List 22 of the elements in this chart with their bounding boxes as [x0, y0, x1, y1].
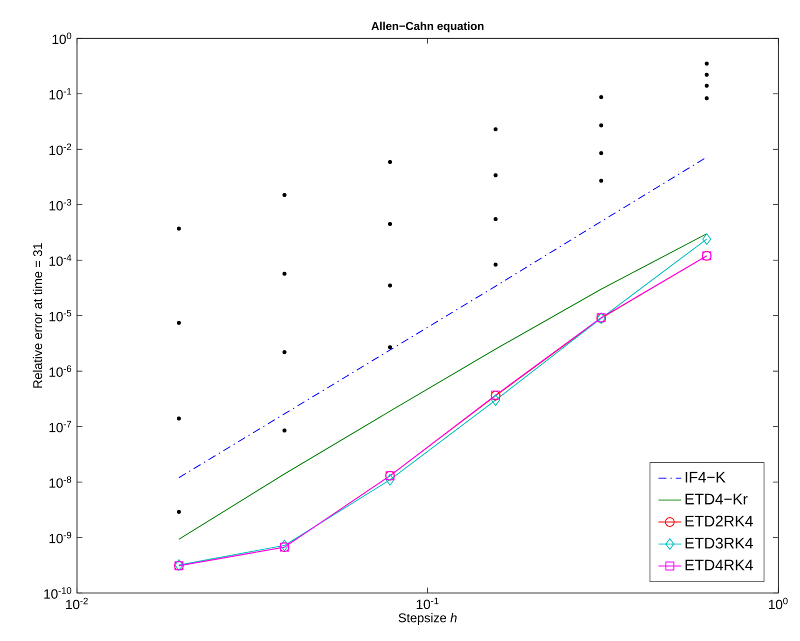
y-tick-label: 10$^{-8}$	[50, 476, 72, 488]
legend-label: ETD3RK4	[686, 538, 753, 549]
y-tick-label: 10$^{-5}$	[50, 310, 72, 322]
legend-label: ETD2RK4	[686, 516, 753, 526]
y-tick-label: 10$^{-6}$	[50, 365, 72, 377]
y-tick-label: 10$^{-1}$	[50, 88, 72, 100]
x-tick-label: 10$^{0}$	[769, 598, 788, 610]
legend-label: ETD4RK4	[686, 560, 753, 570]
y-tick-label: 10$^{0}$	[52, 32, 72, 44]
legend-label: IF4−K	[686, 472, 726, 482]
x-axis-title: Stepsize h	[398, 613, 457, 625]
y-tick-label: 10$^{-3}$	[50, 199, 72, 210]
y-tick-label: 10$^{-2}$	[50, 144, 72, 155]
x-tick-label: 10$^{-1}$	[416, 598, 438, 610]
y-tick-label: 10$^{-9}$	[50, 532, 72, 544]
x-tick-label: 10$^{-2}$	[66, 598, 88, 610]
y-tick-label: 10$^{-4}$	[50, 254, 72, 266]
y-axis-title: Relative error at time = 31	[32, 243, 42, 388]
legend-label: ETD4−Kr	[686, 494, 748, 504]
y-tick-label: 10$^{-10}$	[44, 587, 72, 599]
y-tick-label: 10$^{-7}$	[50, 420, 72, 432]
chart-title: Allen−Cahn equation	[371, 22, 484, 32]
